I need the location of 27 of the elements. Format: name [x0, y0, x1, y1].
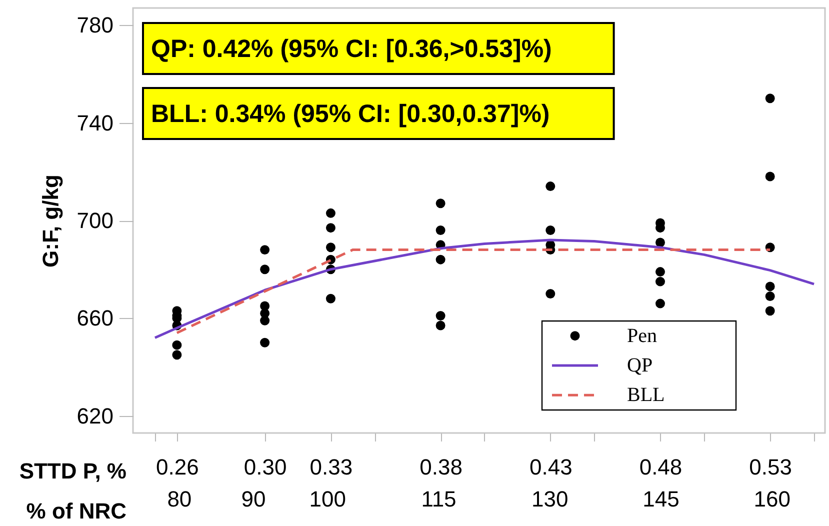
- x-tick-label: 0.48: [639, 454, 682, 480]
- y-tick-label: 660: [76, 306, 114, 331]
- x-tick-label: 0.53: [749, 454, 792, 480]
- y-axis-title: G:F, g/kg: [38, 174, 63, 268]
- x2-axis-title: % of NRC: [26, 498, 127, 524]
- y-tick-label: 740: [76, 110, 114, 136]
- x-tick-label: 0.26: [156, 454, 199, 480]
- y-tick-label: 780: [76, 12, 114, 38]
- x2-tick-label: 90: [241, 486, 266, 512]
- x-tick-label: 0.43: [529, 454, 572, 480]
- x-tick-label: 0.33: [310, 454, 353, 480]
- legend-label: BLL: [627, 384, 665, 406]
- x2-tick-label: 115: [421, 486, 456, 512]
- x-axis-title: STTD P, %: [19, 458, 126, 484]
- x2-tick-label: 160: [754, 486, 791, 512]
- legend-label: Pen: [627, 324, 657, 347]
- y-tick-label: 700: [76, 208, 114, 233]
- x2-tick-label: 130: [532, 486, 568, 512]
- legend-label: QP: [627, 354, 653, 376]
- x-tick-label: 0.38: [420, 454, 462, 480]
- annotation: QP: 0.42% (95% CI: [0.36,>0.53]%): [151, 35, 552, 63]
- x2-tick-label: 100: [309, 486, 346, 512]
- x2-tick-label: 80: [167, 486, 192, 512]
- x2-tick-label: 145: [642, 486, 680, 512]
- y-tick-label: 620: [76, 403, 114, 428]
- annotation: BLL: 0.34% (95% CI: [0.30,0.37]%): [151, 100, 550, 128]
- x-tick-label: 0.30: [244, 454, 287, 480]
